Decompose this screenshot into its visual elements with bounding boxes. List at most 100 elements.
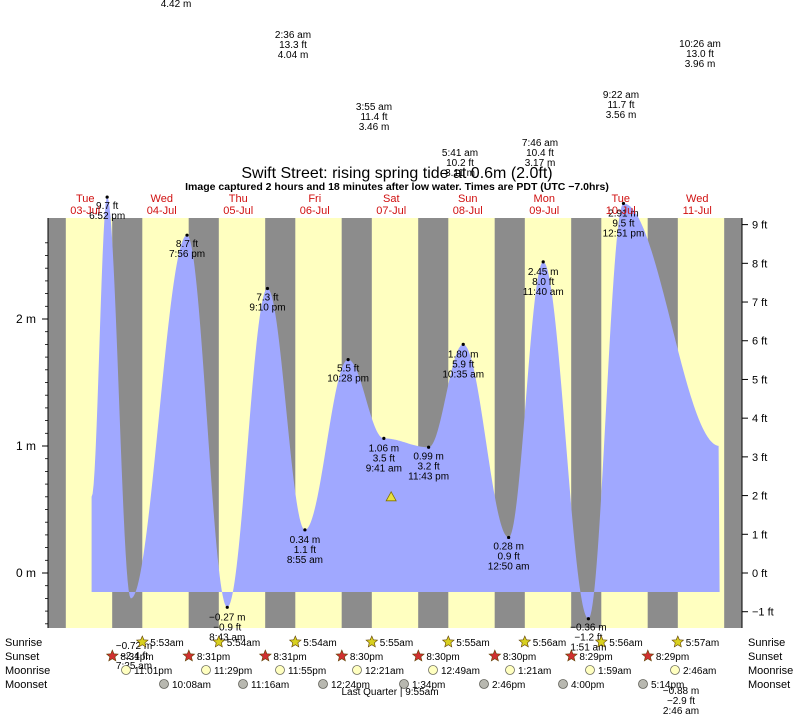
moon-phase-label: Last Quarter | 9:55am bbox=[341, 687, 438, 698]
tide-height-ft-label: 8.7 ft bbox=[176, 239, 198, 250]
tide-height-ft-label: 0.9 ft bbox=[498, 551, 520, 562]
legend-rows: Sunrise Sunrise Sunset Sunset Moonrise Moonri… bbox=[5, 635, 793, 698]
tide-height-ft-label: 9.5 ft bbox=[612, 218, 634, 229]
right-axis-tick-label: 9 ft bbox=[752, 220, 767, 232]
tide-time-label: 11:43 pm bbox=[408, 471, 449, 482]
sunset-time: 8:29pm bbox=[579, 652, 612, 663]
tide-height-ft-label: −0.9 ft bbox=[213, 622, 241, 633]
right-axis-tick-label: 7 ft bbox=[752, 297, 767, 309]
date-label: 09-Jul bbox=[529, 205, 559, 217]
offscale-low-ft: −2.9 ft bbox=[667, 696, 695, 707]
offscale-low-time: 7:35 am bbox=[116, 661, 152, 672]
sunrise-time: 5:53am bbox=[150, 638, 183, 649]
sunset-star-icon bbox=[488, 649, 502, 662]
sunrise-time: 5:54am bbox=[303, 638, 336, 649]
tide-extreme-point bbox=[225, 605, 229, 609]
sunrise-star-icon bbox=[671, 635, 685, 648]
moonrise-disc-icon bbox=[585, 665, 595, 675]
sunrise-star-icon bbox=[135, 635, 149, 648]
tide-extreme-point bbox=[303, 528, 307, 532]
moonrise-disc-icon bbox=[670, 665, 680, 675]
moonset-disc-icon bbox=[638, 679, 648, 689]
offscale-high-ft: 10.4 ft bbox=[526, 148, 554, 159]
left-axis-tick-label: 0 m bbox=[16, 566, 36, 580]
sunset-star-icon bbox=[105, 649, 119, 662]
moonset-time: 4:00pm bbox=[571, 680, 604, 691]
tide-height-m-label: 1.80 m bbox=[448, 349, 479, 360]
moonset-disc-icon bbox=[238, 679, 248, 689]
chart-header: Swift Street: rising spring tide at 0.6m… bbox=[70, 165, 712, 217]
sunset-star-icon bbox=[335, 649, 349, 662]
tide-height-m-label: 0.99 m bbox=[413, 451, 444, 462]
moonset-disc-icon bbox=[558, 679, 568, 689]
moonrise-time: 11:01pm bbox=[134, 666, 172, 677]
tide-extreme-point bbox=[507, 535, 511, 540]
sunset-time: 8:30pm bbox=[426, 652, 459, 663]
offscale-low-time: 2:46 am bbox=[663, 706, 699, 714]
date-label: 03-Jul bbox=[70, 205, 100, 217]
page-subtitle: Image captured 2 hours and 18 minutes af… bbox=[185, 181, 609, 193]
right-axis-tick-label: 2 ft bbox=[752, 491, 767, 503]
offscale-high-m: 3.11 m bbox=[445, 168, 475, 179]
moonset-time: 5:14pm bbox=[651, 680, 684, 691]
moonset-time: 11:16am bbox=[251, 680, 289, 691]
moonrise-disc-icon bbox=[352, 665, 362, 675]
tide-height-m-label: −0.27 m bbox=[209, 612, 245, 623]
tide-time-label: 7:56 pm bbox=[169, 249, 205, 260]
tide-extreme-point bbox=[427, 445, 431, 449]
offscale-high-ft: 11.4 ft bbox=[360, 112, 387, 123]
sunset-time: 8:31pm bbox=[197, 652, 230, 663]
night-band bbox=[724, 218, 742, 628]
offscale-high-m: 3.17 m bbox=[525, 158, 556, 169]
tide-height-ft-label: 3.5 ft bbox=[373, 453, 395, 464]
legend-row-label-left: Moonrise bbox=[5, 665, 50, 677]
sunrise-time: 5:55am bbox=[380, 638, 413, 649]
tide-extreme-point bbox=[461, 342, 465, 346]
tide-time-label: 1:51 am bbox=[570, 643, 606, 654]
day-of-week-label: Mon bbox=[534, 193, 555, 205]
right-axis-tick-label: 4 ft bbox=[752, 413, 767, 425]
tide-time-label: 11:40 am bbox=[523, 287, 564, 298]
offscale-high-m: 4.04 m bbox=[278, 50, 309, 61]
right-axis-tick-label: 3 ft bbox=[752, 452, 767, 464]
offscale-high-m: 3.46 m bbox=[359, 122, 390, 133]
tide-extreme-point bbox=[382, 436, 386, 440]
tide-extreme-point bbox=[541, 260, 545, 264]
sunrise-star-icon bbox=[365, 635, 379, 648]
moonrise-time: 11:29pm bbox=[214, 666, 252, 677]
moonrise-disc-icon bbox=[201, 665, 211, 675]
sunrise-time: 5:55am bbox=[456, 638, 489, 649]
tide-height-m-label: 2.91 m bbox=[608, 208, 639, 219]
legend-row-label-left: Sunrise bbox=[5, 637, 42, 649]
night-band bbox=[48, 218, 66, 628]
right-axis-tick-label: −1 ft bbox=[752, 607, 774, 619]
sunset-star-icon bbox=[182, 649, 196, 662]
sunset-time: 8:30pm bbox=[350, 652, 383, 663]
sunrise-star-icon bbox=[518, 635, 532, 648]
sunset-star-icon bbox=[641, 649, 655, 662]
sunrise-star-icon bbox=[441, 635, 455, 648]
tide-extreme-point bbox=[185, 233, 189, 237]
date-label: 04-Jul bbox=[147, 205, 177, 217]
plot-frame bbox=[47, 218, 743, 628]
sunset-star-icon bbox=[411, 649, 425, 662]
day-of-week-label: Tue bbox=[76, 193, 95, 205]
moonset-disc-icon bbox=[318, 679, 328, 689]
right-axis-tick-label: 8 ft bbox=[752, 258, 767, 270]
moonset-time: 2:46pm bbox=[492, 680, 525, 691]
tide-time-label: 8:55 am bbox=[287, 555, 323, 566]
offscale-low-m: −0.72 m bbox=[116, 641, 152, 652]
offscale-high-ft: 10.2 ft bbox=[446, 158, 474, 169]
tide-time-label: 9:10 pm bbox=[249, 303, 285, 314]
tide-time-label: 10:28 pm bbox=[327, 374, 369, 385]
tide-height-m-label: 0.34 m bbox=[290, 535, 321, 546]
tide-height-ft-label: 5.5 ft bbox=[337, 364, 359, 375]
sunrise-time: 5:56am bbox=[609, 638, 642, 649]
sunset-time: 8:31pm bbox=[120, 652, 153, 663]
moonrise-disc-icon bbox=[121, 665, 131, 675]
legend-row-label-right: Sunset bbox=[748, 651, 782, 663]
right-axis-tick-label: 5 ft bbox=[752, 374, 767, 386]
date-label: 06-Jul bbox=[300, 205, 330, 217]
offscale-high-time: 5:41 am bbox=[442, 148, 478, 159]
